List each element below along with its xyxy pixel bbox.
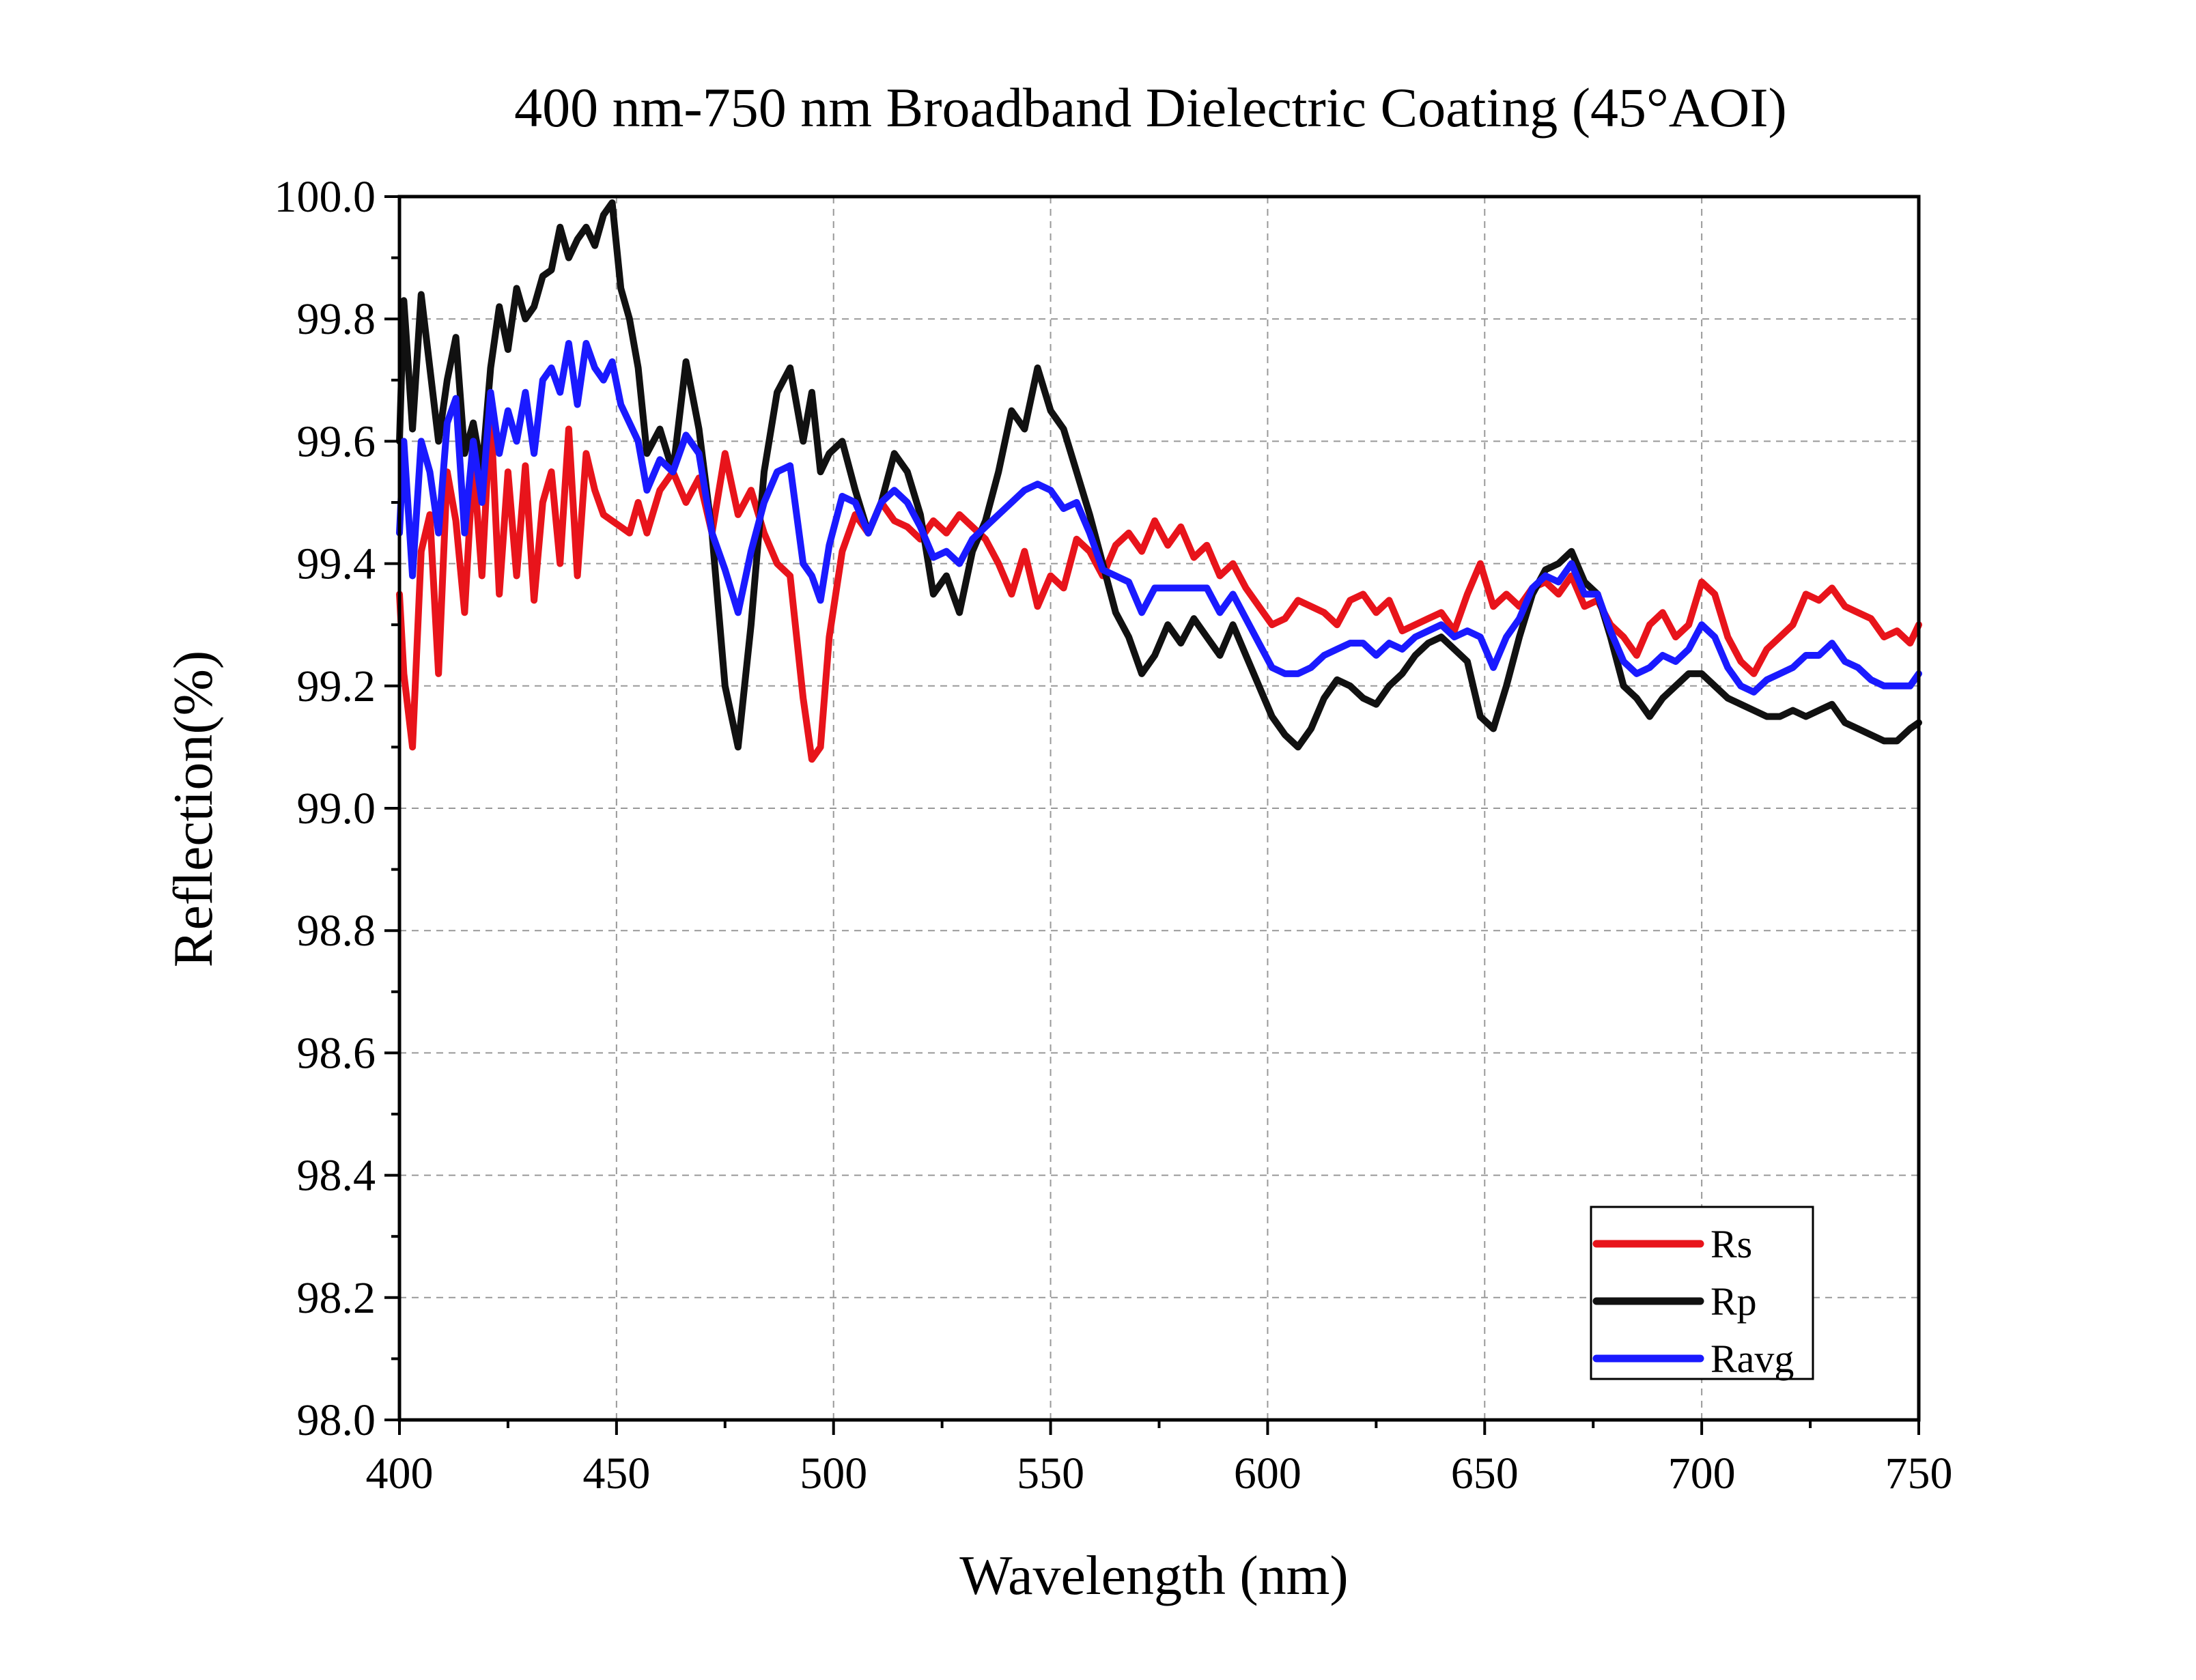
y-tick-label: 98.6 — [297, 1028, 376, 1078]
y-tick-label: 99.2 — [297, 661, 376, 711]
legend-label-rs: Rs — [1711, 1222, 1752, 1266]
x-tick-label: 550 — [1017, 1449, 1084, 1498]
y-tick-label: 99.4 — [297, 539, 376, 589]
legend-box — [1590, 1206, 1814, 1380]
y-tick-label: 99.0 — [297, 784, 376, 834]
x-tick-labels: 400 450 500 550 600 650 700 750 — [366, 1449, 1953, 1498]
x-tick-label: 450 — [582, 1449, 650, 1498]
series-lines — [396, 199, 1922, 763]
x-tick-label: 650 — [1451, 1449, 1519, 1498]
x-tick-label: 500 — [800, 1449, 867, 1498]
tick-marks — [384, 195, 1920, 1435]
series-line-ravg — [396, 340, 1922, 696]
y-tick-labels: 98.0 98.2 98.4 98.6 98.8 99.0 99.2 99.4 99.6 99.8… — [274, 172, 376, 1445]
y-tick-label: 98.0 — [297, 1395, 376, 1445]
y-tick-label: 99.8 — [297, 294, 376, 344]
y-axis-label: Reflection(%) — [162, 651, 224, 967]
y-tick-label: 99.6 — [297, 416, 376, 466]
chart-title: 400 nm-750 nm Broadband Dielectric Coati… — [514, 76, 1787, 139]
y-tick-label: 98.8 — [297, 906, 376, 956]
legend-label-rp: Rp — [1711, 1279, 1757, 1324]
legend-label-ravg: Ravg — [1711, 1337, 1794, 1381]
y-tick-label: 98.2 — [297, 1273, 376, 1323]
x-axis-label: Wavelength (nm) — [959, 1544, 1348, 1606]
y-tick-label: 100.0 — [274, 172, 376, 222]
series-line-rs — [396, 407, 1922, 763]
x-tick-label: 750 — [1885, 1449, 1953, 1498]
x-tick-label: 600 — [1234, 1449, 1301, 1498]
series-line-rp — [396, 199, 1922, 751]
y-tick-label: 98.4 — [297, 1151, 376, 1201]
legend: Rs Rp Ravg — [1590, 1206, 1814, 1381]
x-tick-label: 400 — [366, 1449, 434, 1498]
x-tick-label: 700 — [1668, 1449, 1736, 1498]
